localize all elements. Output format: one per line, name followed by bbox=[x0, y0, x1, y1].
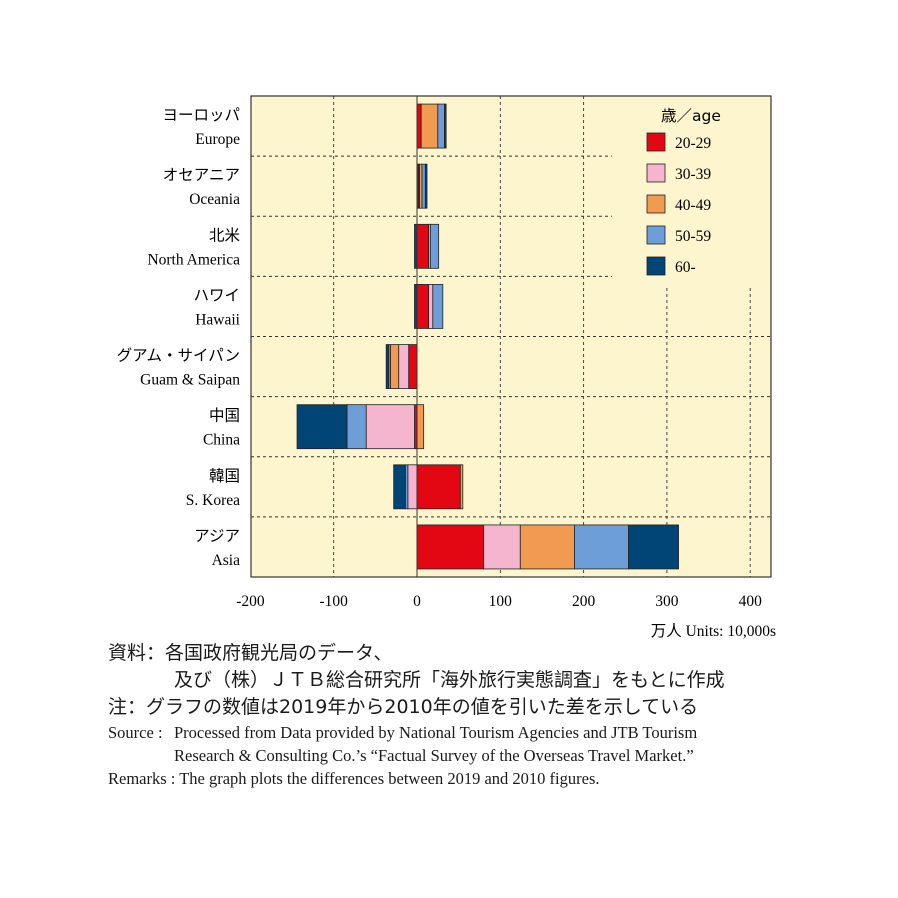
source-note-jp-2: 及び（株）ＪＴＢ総合研究所「海外旅行実態調査」をもとに作成 bbox=[174, 669, 725, 691]
bar-segment-20-29 bbox=[416, 103, 422, 149]
x-tick-label: 200 bbox=[572, 593, 596, 610]
units-label: 万人 Units: 10,000s bbox=[651, 622, 776, 640]
bar-segment-50-59 bbox=[437, 103, 445, 149]
bar-segment-60- bbox=[424, 163, 428, 209]
bar-segment-40-49 bbox=[420, 103, 439, 149]
bar-segment-30-39 bbox=[398, 344, 410, 389]
category-label-jp: アジア bbox=[194, 527, 240, 545]
category-label-jp: グアム・サイパン bbox=[117, 347, 240, 365]
stacked-bar-chart: ヨーロッパ Europe オセアニア Oceania 北米 North America ハワ… bbox=[117, 95, 776, 640]
bar-segment-50-59 bbox=[432, 284, 444, 329]
bar-segment-50-59 bbox=[429, 223, 440, 269]
category-label-jp: ヨーロッパ bbox=[162, 106, 240, 124]
bar-stacks bbox=[296, 103, 679, 570]
category-label-jp: ハワイ bbox=[193, 286, 240, 304]
source-note-en-1: Processed from Data provided by National… bbox=[174, 723, 698, 742]
remark-note-en: Remarks : The graph plots the difference… bbox=[108, 769, 600, 788]
category-label-jp: 北米 bbox=[209, 226, 240, 244]
bar-segment-30-39 bbox=[407, 464, 418, 510]
category-label-jp: オセアニア bbox=[163, 166, 240, 184]
category-label-en: North America bbox=[147, 251, 240, 268]
legend-label: 20-29 bbox=[675, 135, 711, 152]
bar-segment-20-29 bbox=[416, 223, 430, 269]
legend-title: 歳／age bbox=[661, 107, 721, 125]
bar-segment-50-59 bbox=[421, 163, 426, 209]
bar-segment-60- bbox=[393, 464, 406, 510]
x-tick-label: 0 bbox=[413, 593, 421, 610]
category-label-en: China bbox=[203, 432, 240, 449]
bar-segment-60- bbox=[628, 524, 679, 570]
bar-segment-30-39 bbox=[365, 404, 415, 450]
bar-segment-40-49 bbox=[389, 344, 400, 389]
legend-swatch bbox=[646, 256, 666, 276]
bar-segment-50-59 bbox=[346, 404, 367, 450]
legend-swatch bbox=[646, 225, 666, 245]
category-label-en: S. Korea bbox=[186, 492, 240, 509]
grid-lines bbox=[251, 96, 771, 577]
category-label-jp: 中国 bbox=[209, 407, 240, 425]
bar-segment-50-59 bbox=[574, 524, 629, 570]
category-label-en: Hawaii bbox=[195, 311, 240, 328]
bar-segment-60- bbox=[296, 404, 348, 450]
bar-segment-40-49 bbox=[519, 524, 575, 570]
bar-segment-30-39 bbox=[428, 284, 434, 329]
legend-swatch bbox=[646, 132, 666, 152]
bar-segment-20-29 bbox=[416, 524, 485, 570]
x-tick-label: 400 bbox=[739, 593, 763, 610]
legend-label: 50-59 bbox=[675, 228, 711, 245]
source-label-en: Source : bbox=[108, 723, 163, 742]
bar-segment-20-29 bbox=[416, 284, 430, 329]
bar-segment-60- bbox=[444, 103, 447, 149]
source-note-en-2: Research & Consulting Co.’s “Factual Sur… bbox=[174, 746, 694, 765]
category-label-en: Guam & Saipan bbox=[140, 372, 240, 389]
bar-segment-40-49 bbox=[416, 404, 425, 450]
x-tick-label: 100 bbox=[489, 593, 513, 610]
source-note-en: Source : Processed from Data provided by… bbox=[108, 721, 878, 744]
legend: 歳／age 20-29 30-39 40-49 50-59 60- bbox=[646, 107, 721, 276]
bar-segment-30-39 bbox=[483, 524, 521, 570]
notes-block: 資料：各国政府観光局のデータ、 及び（株）ＪＴＢ総合研究所「海外旅行実態調査」を… bbox=[108, 640, 878, 790]
legend-label: 40-49 bbox=[675, 197, 711, 214]
x-tick-label: -200 bbox=[236, 593, 265, 610]
x-tick-labels: -200 -100 0 100 200 300 400 bbox=[236, 593, 762, 610]
x-tick-label: -100 bbox=[319, 593, 348, 610]
legend-swatch bbox=[646, 194, 666, 214]
category-labels: ヨーロッパ Europe オセアニア Oceania 北米 North America ハワ… bbox=[117, 106, 241, 569]
bar-segment-60- bbox=[385, 344, 390, 389]
x-tick-label: 300 bbox=[655, 593, 679, 610]
bar-segment-40-49 bbox=[459, 464, 464, 510]
bar-segment-20-29 bbox=[408, 344, 418, 389]
remark-note-jp: 注：グラフの数値は2019年から2010年の値を引いた差を示している bbox=[108, 696, 699, 718]
category-label-en: Europe bbox=[195, 131, 240, 148]
legend-label: 30-39 bbox=[675, 166, 711, 183]
category-label-en: Asia bbox=[212, 552, 241, 569]
category-label-en: Oceania bbox=[189, 191, 240, 208]
legend-swatch bbox=[646, 163, 666, 183]
source-note-jp-1: 資料：各国政府観光局のデータ、 bbox=[108, 642, 393, 664]
bar-segment-20-29 bbox=[416, 464, 461, 510]
legend-label: 60- bbox=[675, 259, 696, 276]
category-label-jp: 韓国 bbox=[209, 467, 240, 485]
